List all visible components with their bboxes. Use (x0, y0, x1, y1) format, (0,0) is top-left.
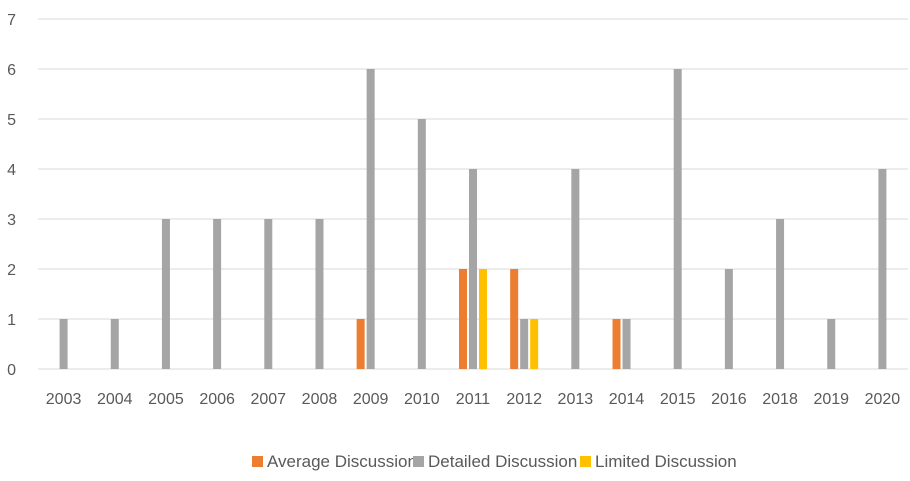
bar-detailed-discussion-2011 (469, 169, 477, 369)
x-tick-label: 2015 (660, 391, 696, 408)
x-tick-label: 2003 (46, 391, 82, 408)
x-tick-label: 2019 (813, 391, 849, 408)
x-tick-label: 2018 (762, 391, 798, 408)
legend-label: Average Discussion (267, 452, 417, 471)
bar-detailed-discussion-2010 (417, 119, 426, 369)
x-tick-label: 2006 (199, 391, 235, 408)
y-tick-label: 3 (7, 212, 16, 229)
legend-label: Limited Discussion (595, 452, 737, 471)
y-tick-label: 7 (7, 12, 16, 29)
x-tick-label: 2016 (711, 391, 747, 408)
bar-detailed-discussion-2020 (878, 169, 887, 369)
x-tick-label: 2009 (353, 391, 389, 408)
bar-average-discussion-2009 (356, 319, 365, 369)
bar-detailed-discussion-2014 (622, 319, 631, 369)
x-tick-label: 2007 (250, 391, 286, 408)
bar-average-discussion-2011 (459, 269, 467, 369)
y-tick-label: 1 (7, 312, 16, 329)
x-axis-ticks: 2003 2004 2005 2006 2007 2008 2009 2010 2011 2012… (46, 391, 901, 408)
bar-limited-discussion-2012 (530, 319, 539, 369)
bar-detailed-discussion-2005 (161, 219, 170, 369)
bar-average-discussion-2012 (510, 269, 519, 369)
x-tick-label: 2013 (558, 391, 594, 408)
bar-detailed-discussion-2016 (724, 269, 733, 369)
x-tick-label: 2008 (302, 391, 338, 408)
bar-detailed-discussion-2009 (366, 69, 375, 369)
y-tick-label: 2 (7, 262, 16, 279)
x-tick-label: 2005 (148, 391, 184, 408)
y-tick-label: 4 (7, 162, 16, 179)
y-tick-label: 0 (7, 362, 16, 379)
bar-detailed-discussion-2012 (520, 319, 529, 369)
bar-detailed-discussion-2013 (571, 169, 580, 369)
bar-detailed-discussion-2008 (315, 219, 324, 369)
bar-detailed-discussion-2004 (110, 319, 119, 369)
bar-detailed-discussion-2019 (827, 319, 836, 369)
bar-detailed-discussion-2018 (776, 219, 785, 369)
bars (59, 69, 887, 369)
x-tick-label: 2014 (609, 391, 645, 408)
bar-detailed-discussion-2007 (264, 219, 273, 369)
bar-average-discussion-2014 (612, 319, 621, 369)
legend-swatch (580, 456, 591, 467)
bar-limited-discussion-2011 (479, 269, 487, 369)
legend: Average Discussion Detailed Discussion Lim… (252, 452, 737, 471)
bar-detailed-discussion-2003 (59, 319, 68, 369)
legend-label: Detailed Discussion (428, 452, 577, 471)
legend-swatch (252, 456, 263, 467)
x-tick-label: 2011 (456, 391, 491, 408)
x-tick-label: 2020 (865, 391, 901, 408)
y-axis-ticks: 0 1 2 3 4 5 6 7 (7, 12, 16, 379)
y-tick-label: 6 (7, 62, 16, 79)
y-tick-label: 5 (7, 112, 16, 129)
x-tick-label: 2012 (506, 391, 542, 408)
legend-swatch (413, 456, 424, 467)
x-tick-label: 2004 (97, 391, 133, 408)
x-tick-label: 2010 (404, 391, 440, 408)
bar-detailed-discussion-2015 (673, 69, 682, 369)
bar-detailed-discussion-2006 (213, 219, 222, 369)
